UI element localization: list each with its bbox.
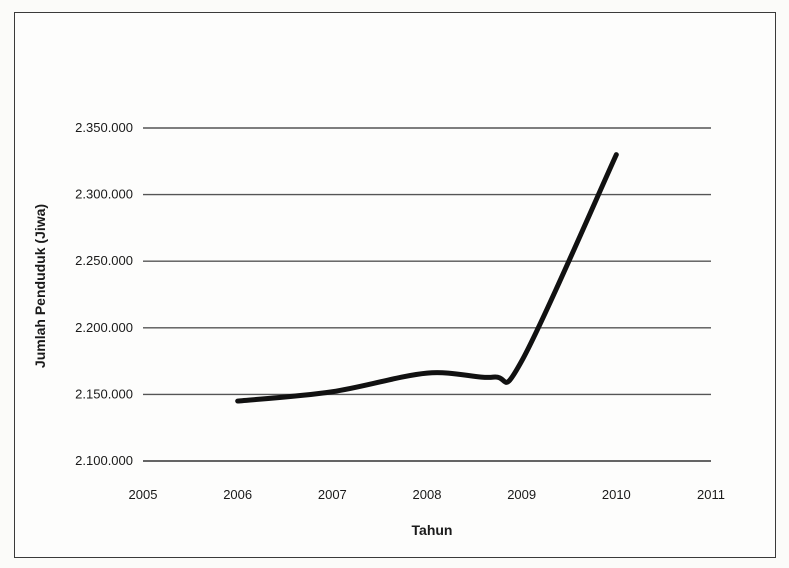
x-tick-label: 2007 [318,487,347,502]
y-tick-label: 2.300.000 [75,187,133,202]
series-line [235,152,619,404]
y-tick-label: 2.100.000 [75,453,133,468]
x-tick-label: 2005 [129,487,158,502]
y-tick-label: 2.250.000 [75,253,133,268]
x-tick-labels: 2005 2006 2007 2008 2009 2010 2011 [129,487,725,502]
chart-container: 2.100.000 2.150.000 2.200.000 2.250.000 2.30… [14,12,776,558]
x-tick-label: 2008 [413,487,442,502]
gridlines [143,127,711,396]
y-axis-title: Jumlah Penduduk (Jiwa) [32,204,48,368]
x-axis-title: Tahun [412,522,453,538]
y-tick-label: 2.200.000 [75,320,133,335]
series [235,152,619,404]
x-tick-label: 2006 [223,487,252,502]
x-tick-label: 2009 [507,487,536,502]
x-tick-label: 2011 [697,487,725,502]
population-line-chart: 2.100.000 2.150.000 2.200.000 2.250.000 2.30… [32,120,725,538]
y-tick-labels: 2.100.000 2.150.000 2.200.000 2.250.000 2.30… [75,120,133,468]
x-tick-label: 2010 [602,487,631,502]
y-tick-label: 2.350.000 [75,120,133,135]
y-tick-label: 2.150.000 [75,386,133,401]
